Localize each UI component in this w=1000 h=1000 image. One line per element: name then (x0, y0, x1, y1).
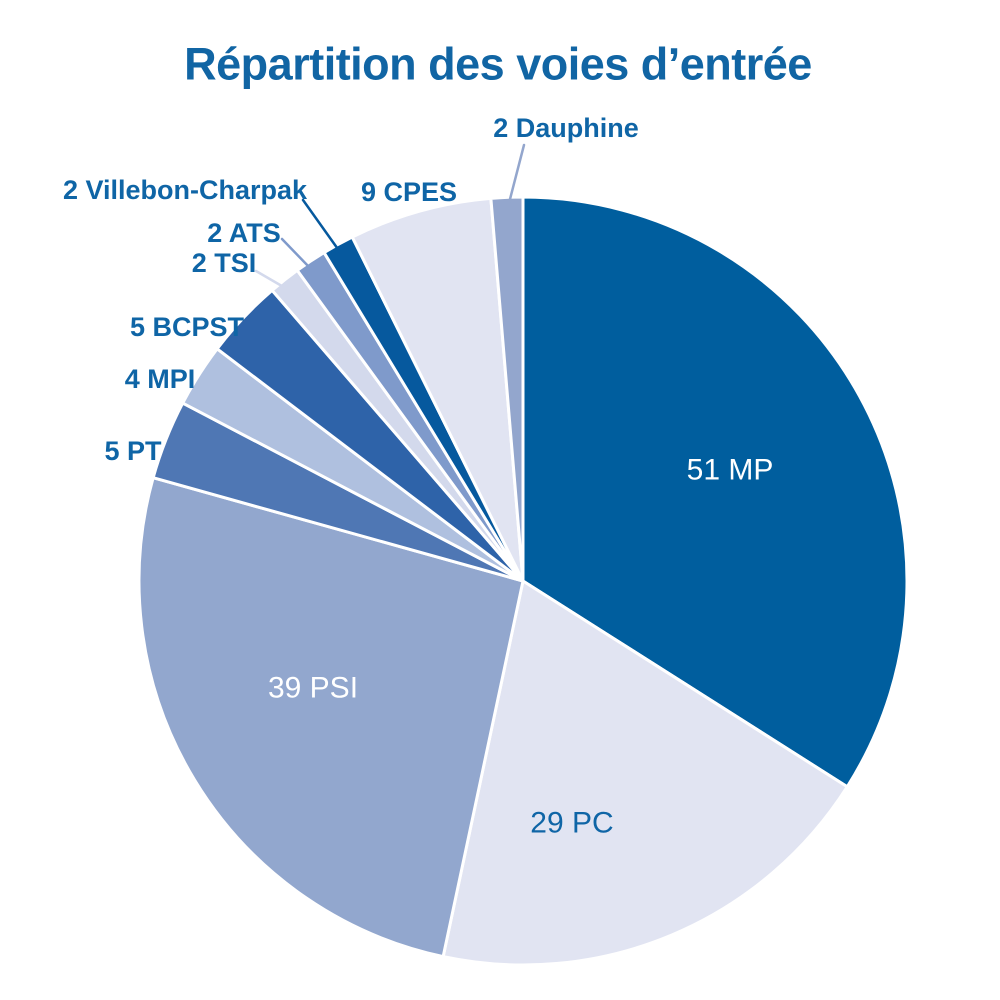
pie-slice-mp (521, 195, 909, 789)
slice-label-mpi: 4 MPI (125, 364, 196, 394)
pie-slices-group (137, 195, 909, 967)
slice-label-cpes: 9 CPES (361, 177, 457, 207)
slice-label-bcpst: 5 BCPST (130, 312, 245, 342)
slice-label-mp: 51 MP (687, 454, 774, 487)
slice-label-ats: 2 ATS (207, 218, 281, 248)
slice-label-pc: 29 PC (530, 807, 613, 840)
leader-line-ats (280, 237, 312, 270)
slice-label-tsi: 2 TSI (192, 248, 257, 278)
pie-slice-cpes (350, 196, 525, 583)
pie-slice-psi (137, 476, 525, 959)
slice-label-psi: 39 PSI (268, 672, 358, 705)
leader-line-tsi (254, 269, 289, 291)
slice-label-dauphine: 2 Dauphine (493, 113, 639, 143)
pie-slice-pc (441, 579, 849, 967)
chart-title: Répartition des voies d’entrée (184, 39, 812, 90)
leader-line-villebon-charpak (301, 198, 342, 254)
pie-slice-dauphine (489, 195, 525, 583)
leader-line-dauphine (507, 143, 526, 205)
slice-label-villebon-charpak: 2 Villebon-Charpak (63, 175, 308, 205)
leader-lines-group (254, 143, 526, 291)
slice-label-pt: 5 PT (104, 436, 162, 466)
